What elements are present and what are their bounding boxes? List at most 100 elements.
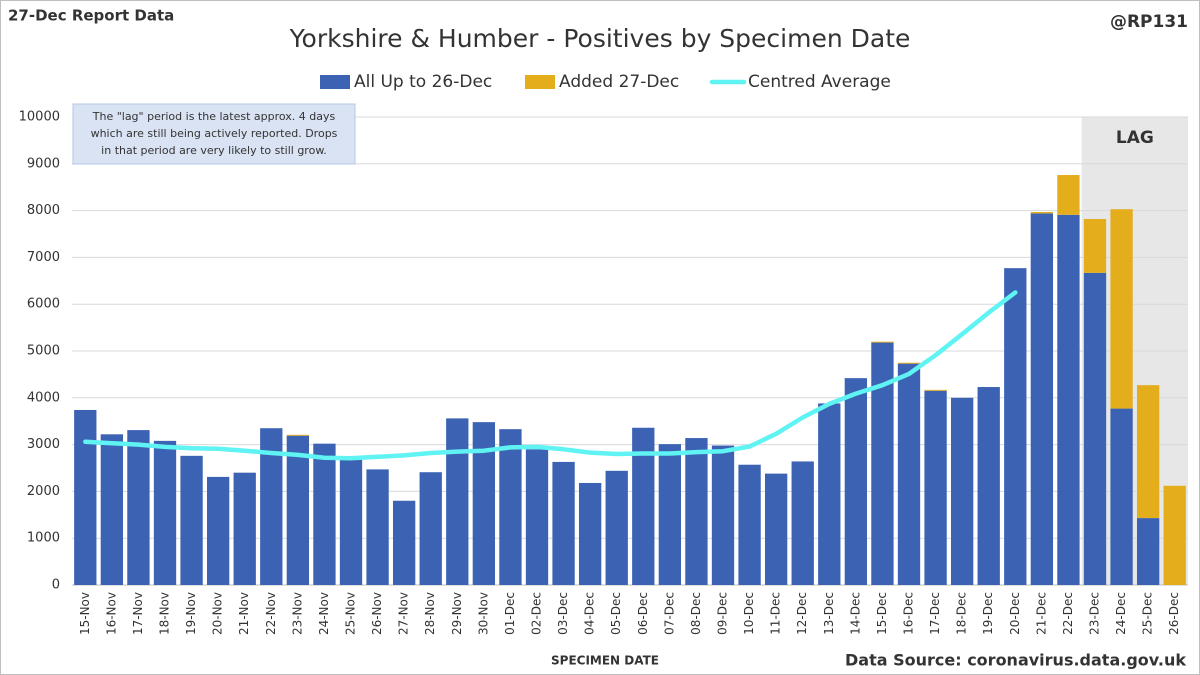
legend-swatch xyxy=(320,75,350,89)
x-tick-label: 20-Dec xyxy=(1008,592,1022,635)
bar xyxy=(1083,219,1107,273)
x-tick-label: 06-Dec xyxy=(636,592,650,635)
bar xyxy=(658,444,682,585)
x-tick-label: 07-Dec xyxy=(662,592,676,635)
x-tick-label: 15-Dec xyxy=(875,592,889,635)
x-tick-label: 16-Nov xyxy=(104,592,118,635)
x-tick-label: 12-Dec xyxy=(795,592,809,635)
bar xyxy=(286,435,310,585)
bar xyxy=(924,390,947,585)
y-tick-label: 6000 xyxy=(27,297,60,312)
note-line: which are still being actively reported.… xyxy=(91,127,338,140)
bar xyxy=(738,464,761,585)
x-tick-label: 19-Dec xyxy=(981,592,995,635)
note: The "lag" period is the latest approx. 4… xyxy=(72,103,356,165)
y-tick-label: 7000 xyxy=(27,250,60,265)
x-tick-label: 20-Nov xyxy=(211,592,225,635)
bar xyxy=(791,461,814,585)
x-tick-label: 05-Dec xyxy=(609,592,623,635)
x-tick-label: 21-Nov xyxy=(237,592,251,635)
x-tick-label: 30-Nov xyxy=(476,592,490,635)
bar xyxy=(897,362,921,364)
header-left: 27-Dec Report Data xyxy=(8,7,174,25)
x-tick-label: 16-Dec xyxy=(902,592,916,635)
y-tick-label: 2000 xyxy=(27,484,60,499)
bar xyxy=(552,461,575,585)
x-tick-label: 17-Nov xyxy=(131,592,145,635)
y-tick-label: 10000 xyxy=(19,110,60,125)
x-tick-label: 11-Dec xyxy=(769,592,783,635)
y-tick-label: 0 xyxy=(52,578,60,593)
source: Data Source: coronavirus.data.gov.uk xyxy=(845,651,1186,670)
bar xyxy=(392,500,416,585)
x-tick-label: 23-Dec xyxy=(1088,592,1102,635)
bar xyxy=(1030,213,1054,585)
bar xyxy=(525,449,549,585)
bar xyxy=(446,418,469,585)
bar xyxy=(153,440,177,585)
bar xyxy=(1004,268,1027,585)
x-tick-label: 10-Dec xyxy=(742,592,756,635)
legend: All Up to 26-Dec Added 27-Dec Centred Aver… xyxy=(320,72,891,92)
bar xyxy=(977,387,1000,585)
x-tick-label: 27-Nov xyxy=(397,592,411,635)
x-tick-label: 04-Dec xyxy=(583,592,597,635)
bar xyxy=(206,476,230,585)
chart-title: Yorkshire & Humber - Positives by Specim… xyxy=(289,24,911,53)
y-tick-label: 8000 xyxy=(27,203,60,218)
y-tick-label: 4000 xyxy=(27,390,60,405)
bar xyxy=(100,434,124,585)
y-tick-label: 5000 xyxy=(27,344,60,359)
bar xyxy=(499,429,522,585)
bar xyxy=(897,363,921,585)
x-tick-label: 09-Dec xyxy=(716,592,730,635)
bar xyxy=(578,482,602,585)
x-tick-label: 23-Nov xyxy=(290,592,304,635)
x-tick-label: 24-Nov xyxy=(317,592,331,635)
x-tick-label: 18-Dec xyxy=(955,592,969,635)
bar xyxy=(871,342,894,585)
legend-swatch xyxy=(525,75,555,89)
bar xyxy=(632,427,655,585)
x-tick-label: 01-Dec xyxy=(503,592,517,635)
bar-layer xyxy=(74,175,1186,585)
bar xyxy=(260,428,283,585)
x-tick-label: 02-Dec xyxy=(530,592,544,635)
bar xyxy=(1110,209,1133,409)
bar xyxy=(127,430,150,585)
bar xyxy=(286,434,310,436)
x-tick-label: 13-Dec xyxy=(822,592,836,635)
x-tick-label: 24-Dec xyxy=(1114,592,1128,635)
x-tick-label: 18-Nov xyxy=(158,592,172,635)
bar xyxy=(1057,175,1080,215)
x-tick-label: 25-Dec xyxy=(1141,592,1155,635)
x-tick-label: 15-Nov xyxy=(78,592,92,635)
bar xyxy=(818,403,841,585)
bar xyxy=(74,409,97,585)
x-tick-label: 17-Dec xyxy=(928,592,942,635)
y-tick-label: 1000 xyxy=(27,531,60,546)
y-tick-label: 9000 xyxy=(27,156,60,171)
x-tick-label: 26-Dec xyxy=(1167,592,1181,635)
bar xyxy=(419,472,442,585)
note-box xyxy=(72,103,356,165)
bar xyxy=(871,341,894,343)
average-line xyxy=(83,290,1018,461)
lag-label: LAG xyxy=(1116,128,1154,148)
x-tick-label: 21-Dec xyxy=(1034,592,1048,635)
bar xyxy=(1163,485,1186,585)
bar xyxy=(1030,212,1054,214)
bar xyxy=(685,438,708,585)
x-tick-label: 22-Nov xyxy=(264,592,278,635)
x-tick-label: 28-Nov xyxy=(423,592,437,635)
bar xyxy=(366,469,389,585)
note-line: in that period are very likely to still … xyxy=(101,144,327,157)
bar xyxy=(764,473,788,585)
bar xyxy=(1136,518,1160,585)
y-tick-label: 3000 xyxy=(27,437,60,452)
bar xyxy=(844,378,868,585)
bar xyxy=(924,389,947,391)
x-tick-label: 19-Nov xyxy=(184,592,198,635)
bar xyxy=(313,443,336,585)
